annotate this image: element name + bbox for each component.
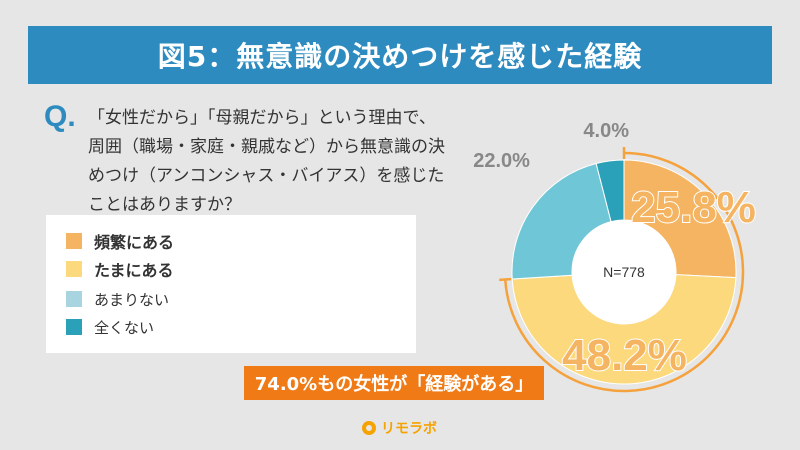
title-bar: 図5：無意識の決めつけを感じた経験 (28, 26, 772, 84)
question-mark: Q. (44, 100, 76, 133)
legend-swatch (66, 291, 82, 307)
question-line: 「女性だから」「母親だから」という理由で、 (88, 108, 436, 128)
legend: 頻繁にある たまにある あまりない 全くない (46, 215, 416, 353)
legend-label: 頻繁にある (94, 233, 175, 252)
question-text: 「女性だから」「母親だから」という理由で、 周囲（職場・家庭・親戚など）から無意… (88, 104, 498, 220)
legend-label: たまにある (94, 261, 174, 280)
slice-data-label: 48.2% (562, 331, 687, 380)
legend-swatch (66, 261, 82, 277)
legend-item: たまにある (66, 259, 174, 280)
slice-data-label: 4.0% (583, 120, 629, 142)
chart-title: 図5：無意識の決めつけを感じた経験 (157, 40, 643, 73)
legend-item: 頻繁にある (66, 231, 175, 252)
legend-label: 全くない (94, 318, 155, 337)
highlight-ring-tick (499, 277, 512, 282)
donut-hole (572, 220, 676, 324)
callout-text: 74.0%もの女性が「経験がある」 (254, 374, 534, 395)
logo-icon (362, 421, 376, 435)
question-line: 周囲（職場・家庭・親戚など）から無意識の決 (88, 137, 445, 157)
callout-banner: 74.0%もの女性が「経験がある」 (244, 366, 544, 400)
brand-logo: リモラボ (362, 418, 437, 438)
legend-item: 全くない (66, 317, 154, 337)
center-label: N=778 (603, 264, 645, 280)
legend-swatch (66, 319, 82, 335)
question-line: めつけ（アンコンシャス・バイアス）を感じた (88, 166, 445, 186)
legend-item: あまりない (66, 289, 169, 309)
question-line: ことはありますか？ (88, 195, 241, 215)
logo-text: リモラボ (381, 421, 437, 437)
slice-data-label: 25.8% (631, 183, 756, 232)
legend-swatch (66, 233, 82, 249)
highlight-ring (503, 151, 745, 393)
legend-label: あまりない (94, 290, 170, 309)
slice-data-label: 22.0% (473, 150, 530, 172)
